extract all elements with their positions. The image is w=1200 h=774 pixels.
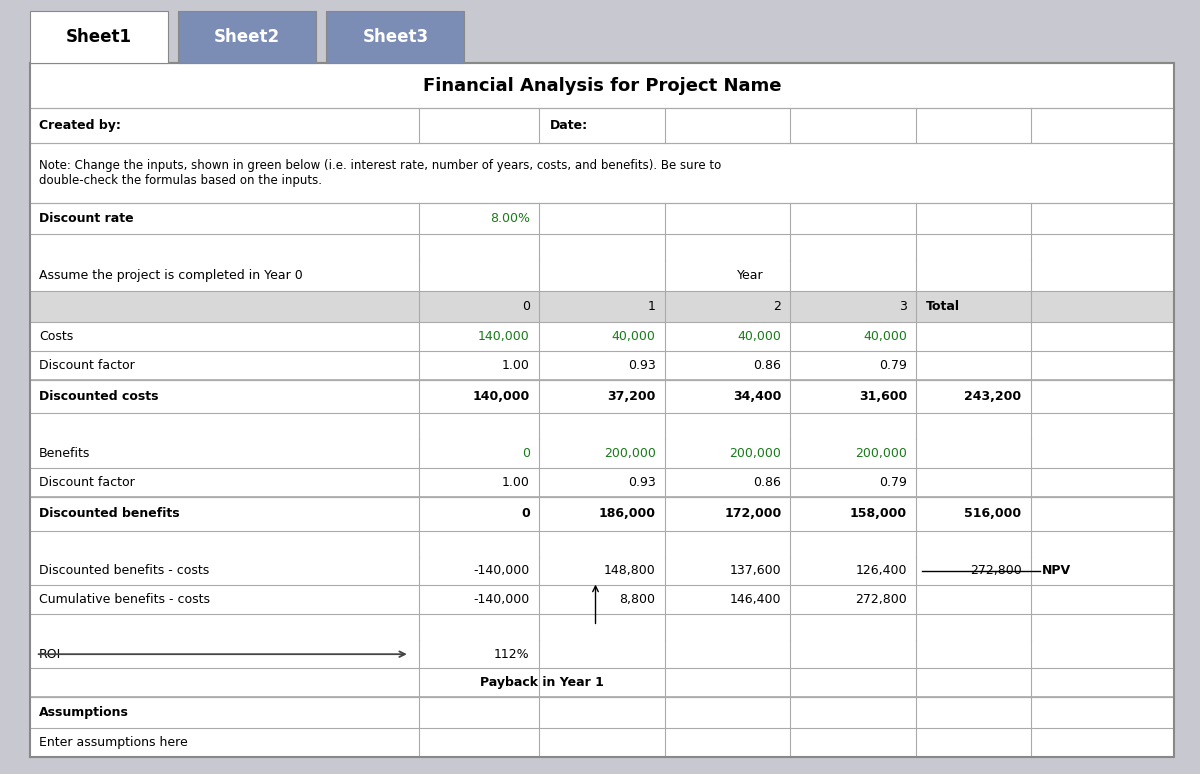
Text: Total: Total: [925, 300, 960, 313]
Text: Enter assumptions here: Enter assumptions here: [40, 736, 188, 749]
Text: Benefits: Benefits: [40, 447, 90, 461]
Text: 200,000: 200,000: [856, 447, 907, 461]
Text: 0.93: 0.93: [628, 476, 655, 489]
Text: Costs: Costs: [40, 330, 73, 343]
Text: 8,800: 8,800: [619, 593, 655, 606]
Text: 516,000: 516,000: [965, 507, 1021, 520]
Text: Assume the project is completed in Year 0: Assume the project is completed in Year …: [40, 269, 302, 282]
Text: 126,400: 126,400: [856, 564, 907, 577]
Text: Discount rate: Discount rate: [40, 212, 133, 224]
Text: 200,000: 200,000: [730, 447, 781, 461]
Text: 146,400: 146,400: [730, 593, 781, 606]
Text: 172,000: 172,000: [724, 507, 781, 520]
Bar: [30, 291, 1174, 323]
Text: 1.00: 1.00: [502, 359, 529, 372]
Bar: [30, 530, 1174, 557]
Bar: [30, 557, 1174, 585]
Bar: [30, 614, 1174, 640]
Bar: [30, 440, 1174, 468]
Bar: [30, 497, 1174, 530]
Text: Year: Year: [737, 269, 763, 282]
Text: 2: 2: [774, 300, 781, 313]
Bar: [30, 413, 1174, 440]
Text: 0: 0: [522, 447, 529, 461]
Text: 186,000: 186,000: [599, 507, 655, 520]
Text: Sheet3: Sheet3: [362, 28, 428, 46]
Text: Discount factor: Discount factor: [40, 359, 134, 372]
Bar: [30, 143, 1174, 203]
Text: 40,000: 40,000: [863, 330, 907, 343]
Text: Discounted benefits - costs: Discounted benefits - costs: [40, 564, 209, 577]
Text: ROI: ROI: [40, 648, 61, 661]
Text: 0.86: 0.86: [754, 359, 781, 372]
Text: 0.93: 0.93: [628, 359, 655, 372]
Text: 137,600: 137,600: [730, 564, 781, 577]
Text: -140,000: -140,000: [474, 564, 529, 577]
Text: Financial Analysis for Project Name: Financial Analysis for Project Name: [422, 77, 781, 94]
Bar: [30, 63, 1174, 108]
Text: Sheet2: Sheet2: [214, 28, 280, 46]
Text: 0.86: 0.86: [754, 476, 781, 489]
Text: 148,800: 148,800: [604, 564, 655, 577]
Text: 8.00%: 8.00%: [490, 212, 529, 224]
Bar: [30, 468, 1174, 497]
Bar: [30, 640, 1174, 669]
Bar: [30, 669, 1174, 697]
Text: 140,000: 140,000: [473, 390, 529, 403]
Text: 1.00: 1.00: [502, 476, 529, 489]
Text: 34,400: 34,400: [733, 390, 781, 403]
Bar: [30, 260, 1174, 291]
Text: 243,200: 243,200: [965, 390, 1021, 403]
Text: 40,000: 40,000: [738, 330, 781, 343]
Text: 0.79: 0.79: [880, 476, 907, 489]
Text: 272,800: 272,800: [856, 593, 907, 606]
Bar: [30, 728, 1174, 757]
Bar: [30, 697, 1174, 728]
Text: 158,000: 158,000: [850, 507, 907, 520]
Text: Payback in Year 1: Payback in Year 1: [480, 676, 604, 690]
Text: 37,200: 37,200: [607, 390, 655, 403]
Text: NPV: NPV: [1042, 564, 1072, 577]
Text: -140,000: -140,000: [474, 593, 529, 606]
Text: 140,000: 140,000: [478, 330, 529, 343]
Bar: [30, 234, 1174, 260]
Bar: [30, 108, 1174, 143]
Text: 31,600: 31,600: [859, 390, 907, 403]
Bar: [30, 203, 1174, 234]
Text: 1: 1: [648, 300, 655, 313]
Text: 0: 0: [521, 507, 529, 520]
Text: Note: Change the inputs, shown in green below (i.e. interest rate, number of yea: Note: Change the inputs, shown in green …: [40, 159, 721, 187]
Text: Sheet1: Sheet1: [66, 28, 132, 46]
Text: 272,800: 272,800: [970, 564, 1021, 577]
Text: 0.79: 0.79: [880, 359, 907, 372]
Text: Cumulative benefits - costs: Cumulative benefits - costs: [40, 593, 210, 606]
Text: Discounted benefits: Discounted benefits: [40, 507, 180, 520]
Text: Assumptions: Assumptions: [40, 706, 130, 719]
Bar: [30, 351, 1174, 379]
Text: 0: 0: [522, 300, 529, 313]
Text: Date:: Date:: [551, 118, 588, 132]
Text: 40,000: 40,000: [612, 330, 655, 343]
Bar: [30, 379, 1174, 413]
Text: Discounted costs: Discounted costs: [40, 390, 158, 403]
Bar: [30, 585, 1174, 614]
Text: Discount factor: Discount factor: [40, 476, 134, 489]
Text: Created by:: Created by:: [40, 118, 121, 132]
Bar: [30, 323, 1174, 351]
Text: 200,000: 200,000: [604, 447, 655, 461]
Text: 112%: 112%: [494, 648, 529, 661]
Text: 3: 3: [899, 300, 907, 313]
